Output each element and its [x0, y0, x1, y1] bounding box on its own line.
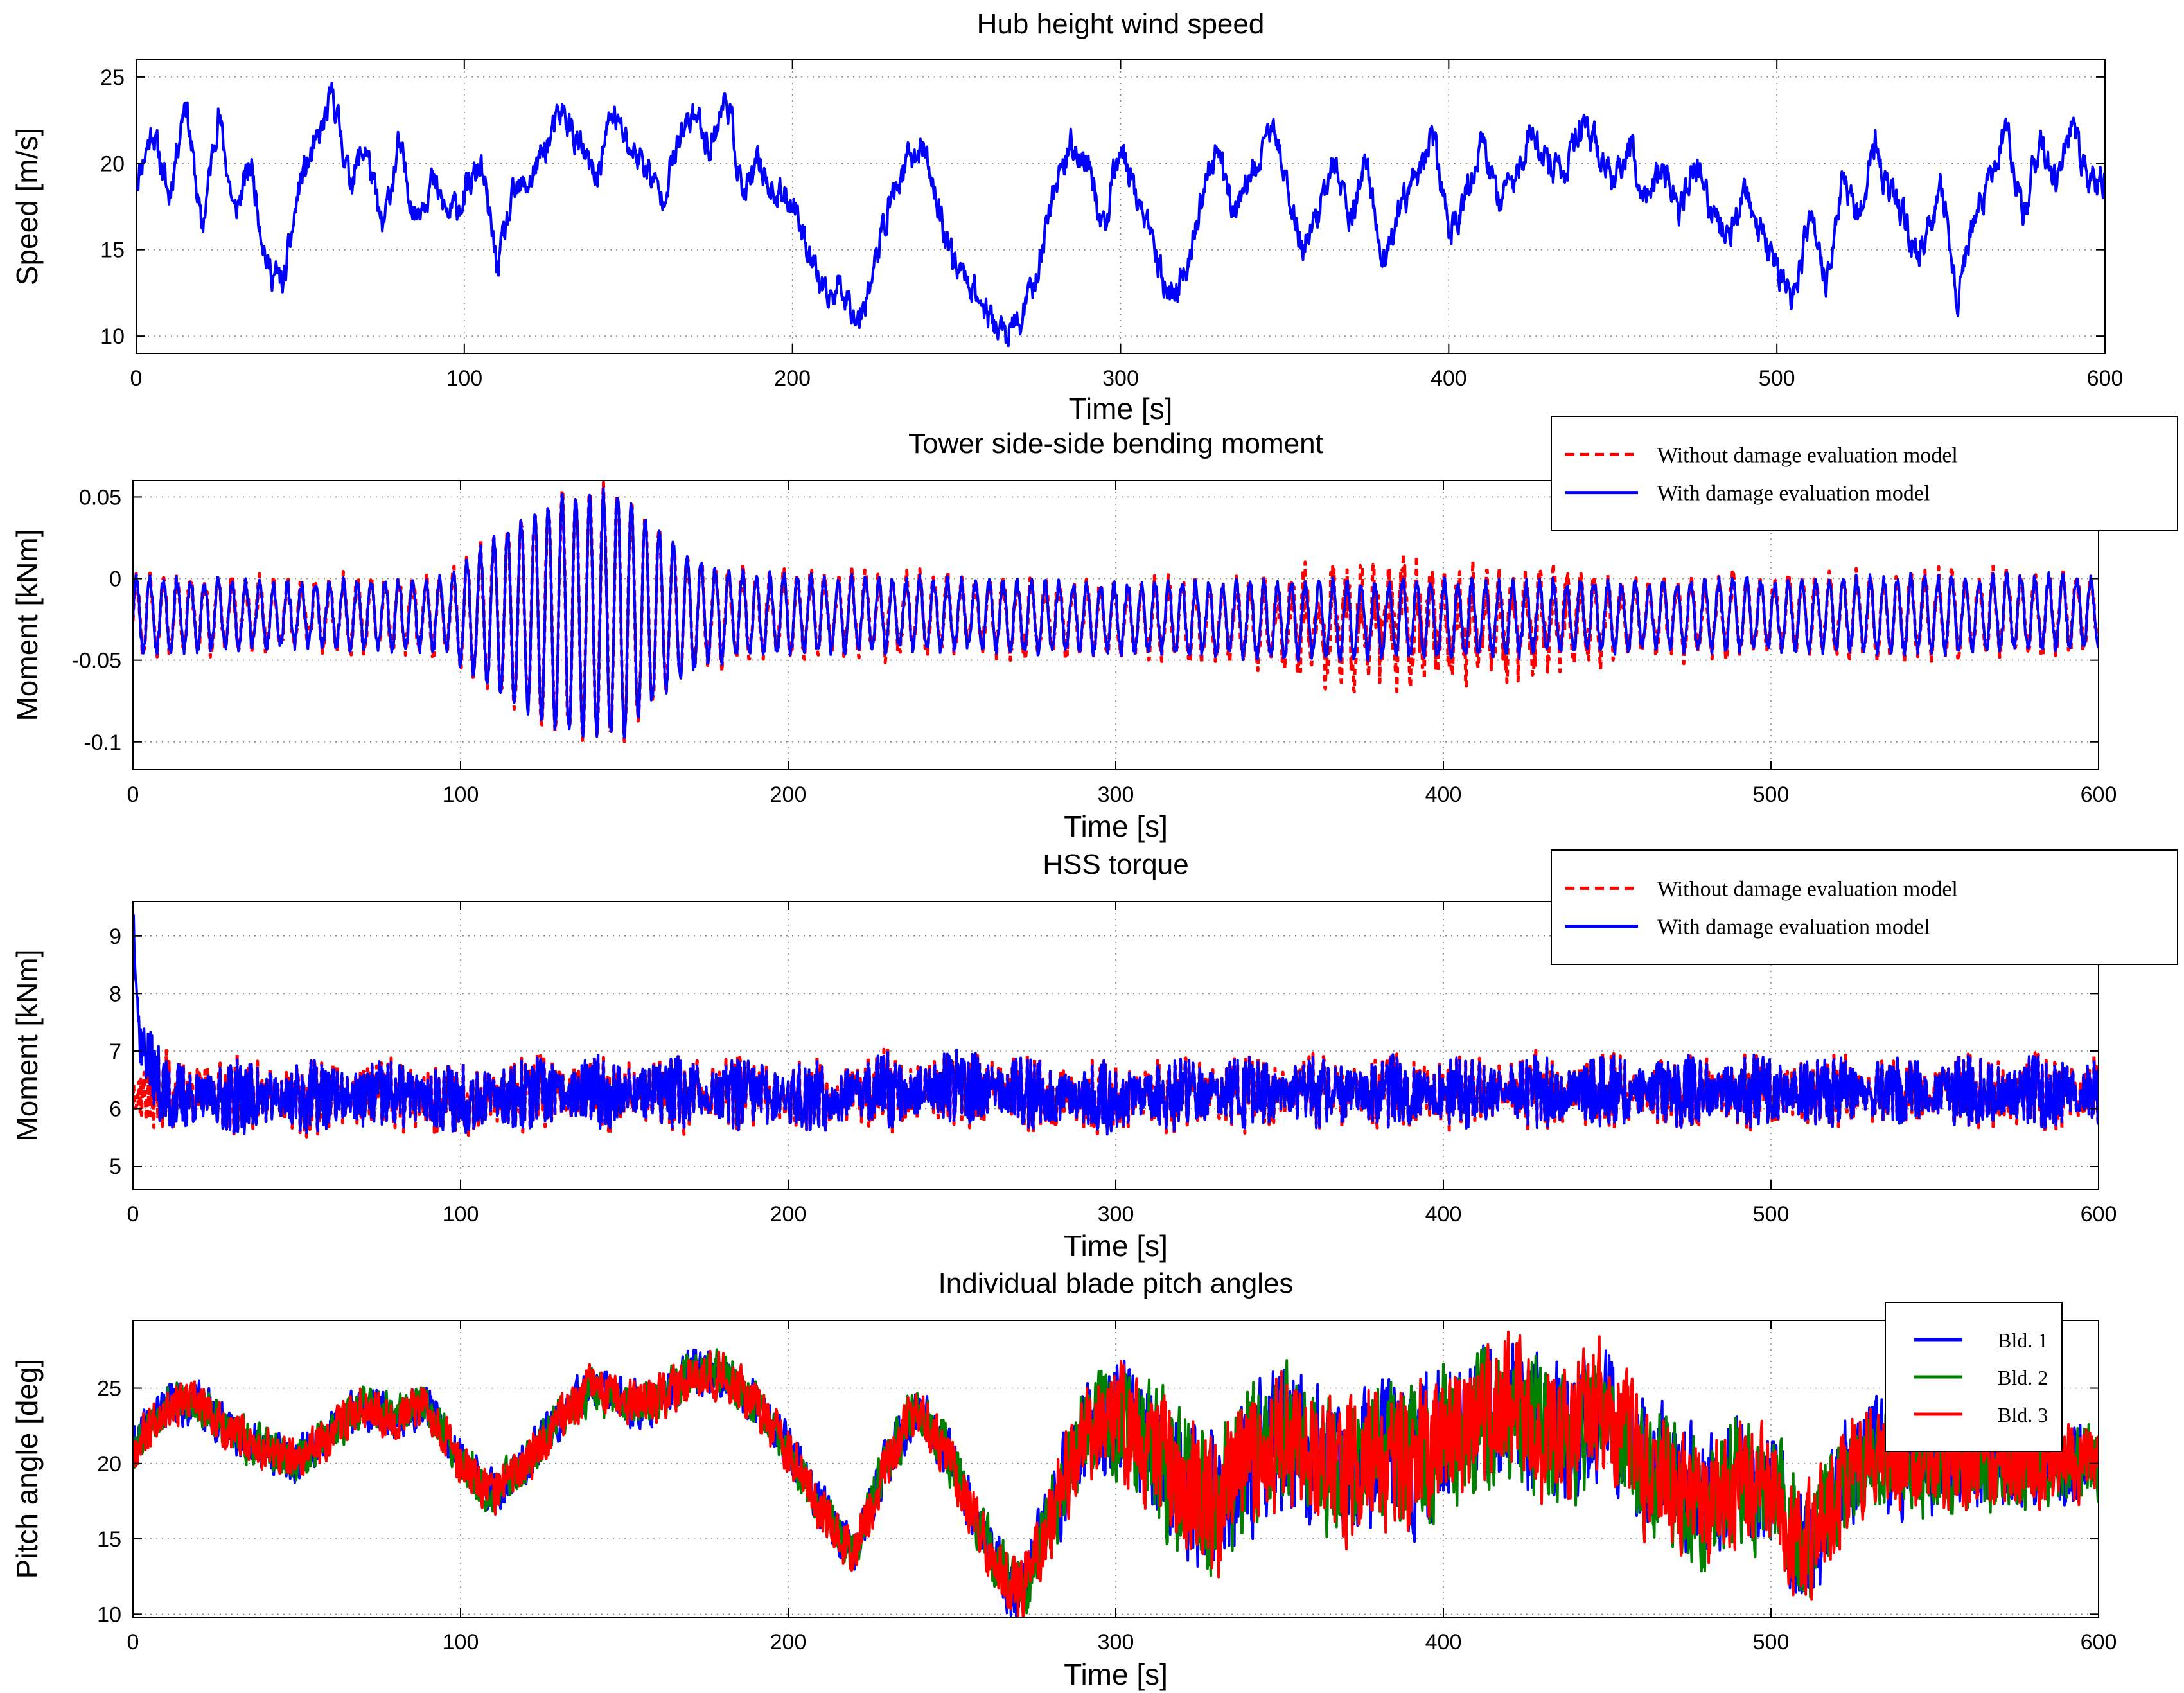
- y-tick-label: 5: [109, 1155, 121, 1179]
- plot-area: [133, 481, 2099, 743]
- y-tick-label: 0: [109, 567, 121, 592]
- x-tick-label: 0: [130, 366, 143, 391]
- x-tick-label: 0: [127, 1630, 139, 1654]
- legend-label: Bld. 1: [1998, 1329, 2048, 1352]
- x-tick-label: 500: [1753, 1630, 1790, 1654]
- x-tick-label: 600: [2081, 783, 2117, 807]
- subplot-1: 0 100 200 300 400 500 600 10 15 20 25 Hub height wi…: [10, 8, 2123, 425]
- x-tick-label: 600: [2081, 1630, 2117, 1654]
- chart-title: HSS torque: [1043, 849, 1188, 880]
- series-line-with-model: [133, 487, 2099, 739]
- legend-label: Bld. 2: [1998, 1366, 2048, 1389]
- series-line-wind-speed: [136, 82, 2105, 348]
- y-tick-label: 6: [109, 1097, 121, 1122]
- x-axis-label: Time [s]: [1069, 392, 1173, 425]
- x-tick-label: 200: [770, 1630, 807, 1654]
- x-tick-label: 300: [1098, 1630, 1134, 1654]
- plot-area: [133, 914, 2099, 1139]
- chart-title: Tower side-side bending moment: [908, 428, 1323, 459]
- series-line-with-model: [133, 914, 2099, 1136]
- y-tick-label: 10: [97, 1602, 121, 1627]
- x-tick-label: 500: [1753, 1202, 1790, 1227]
- x-tick-label: 300: [1098, 1202, 1134, 1227]
- legend-label: Without damage evaluation model: [1657, 877, 1958, 901]
- y-tick-label: 0.05: [79, 485, 121, 510]
- y-tick-label: 15: [97, 1527, 121, 1552]
- x-tick-label: 100: [443, 783, 479, 807]
- x-tick-label: 500: [1753, 783, 1790, 807]
- subplot-4: 0 100 200 300 400 500 600 10 15 20 25 Individual bl…: [10, 1268, 2117, 1691]
- x-axis-label: Time [s]: [1064, 1229, 1168, 1263]
- legend: Bld. 1 Bld. 2 Bld. 3: [1885, 1302, 2063, 1452]
- legend-label: With damage evaluation model: [1657, 916, 1930, 939]
- y-axis-label: Pitch angle [deg]: [10, 1359, 44, 1579]
- x-tick-label: 300: [1102, 366, 1139, 391]
- x-tick-label: 100: [443, 1630, 479, 1654]
- x-tick-label: 600: [2081, 1202, 2117, 1227]
- x-tick-label: 200: [774, 366, 811, 391]
- subplot-3: 0 100 200 300 400 500 600 5 6 7 8 9 HSS torque Time […: [10, 849, 2178, 1263]
- y-tick-label: 7: [109, 1040, 121, 1064]
- y-tick-label: -0.1: [84, 731, 121, 755]
- y-tick-label: -0.05: [72, 649, 122, 673]
- x-tick-label: 100: [446, 366, 482, 391]
- x-tick-label: 100: [443, 1202, 479, 1227]
- x-tick-label: 400: [1425, 1630, 1462, 1654]
- series-line-blade-3: [133, 1330, 2099, 1617]
- y-tick-label: 20: [97, 1452, 121, 1476]
- legend-label: With damage evaluation model: [1657, 482, 1930, 506]
- legend-label: Without damage evaluation model: [1657, 443, 1958, 467]
- y-tick-label: 25: [97, 1377, 121, 1401]
- y-tick-label: 10: [100, 324, 125, 349]
- x-tick-label: 600: [2087, 366, 2124, 391]
- x-tick-label: 0: [127, 783, 139, 807]
- y-tick-label: 15: [100, 238, 125, 263]
- plot-area: [136, 82, 2105, 348]
- x-tick-label: 500: [1759, 366, 1795, 391]
- plot-area: [133, 1330, 2099, 1617]
- y-tick-label: 20: [100, 152, 125, 176]
- x-tick-label: 400: [1431, 366, 1467, 391]
- legend-box: [1551, 849, 2178, 965]
- y-axis-label: Speed [m/s]: [10, 128, 44, 285]
- x-tick-label: 200: [770, 783, 807, 807]
- chart-title: Individual blade pitch angles: [938, 1268, 1294, 1299]
- x-tick-label: 400: [1425, 1202, 1462, 1227]
- x-axis-label: Time [s]: [1064, 810, 1168, 843]
- x-tick-label: 400: [1425, 783, 1462, 807]
- y-axis-label: Moment [kNm]: [10, 529, 44, 721]
- y-tick-label: 25: [100, 66, 125, 90]
- x-tick-label: 200: [770, 1202, 807, 1227]
- y-axis-label: Moment [kNm]: [10, 949, 44, 1141]
- y-tick-label: 9: [109, 925, 121, 949]
- x-axis-label: Time [s]: [1064, 1658, 1168, 1691]
- legend: Without damage evaluation model With dama…: [1551, 416, 2178, 531]
- x-tick-label: 300: [1098, 783, 1134, 807]
- chart-title: Hub height wind speed: [977, 8, 1265, 40]
- legend: Without damage evaluation model With dama…: [1551, 849, 2178, 965]
- subplot-2: 0 100 200 300 400 500 600 -0.1 -0.05 0 0.05 Tower s…: [10, 416, 2178, 843]
- legend-box: [1551, 416, 2178, 531]
- legend-label: Bld. 3: [1998, 1403, 2048, 1426]
- x-tick-label: 0: [127, 1202, 139, 1227]
- y-tick-label: 8: [109, 982, 121, 1006]
